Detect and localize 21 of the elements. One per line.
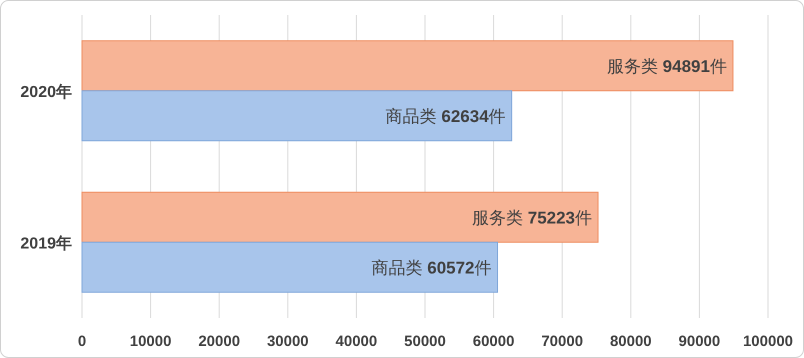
data-label: 服务类 75223件 <box>472 208 592 228</box>
bar <box>82 192 599 243</box>
data-label: 商品类 62634件 <box>386 106 506 126</box>
x-tick-label: 100000 <box>742 333 794 350</box>
bar <box>82 40 734 92</box>
x-tick-label: 50000 <box>404 333 446 350</box>
x-tick-label: 30000 <box>266 333 309 350</box>
x-tick-label: 70000 <box>541 333 584 350</box>
y-tick-label: 2020年 <box>20 82 72 101</box>
bar <box>82 90 512 142</box>
x-tick-label: 0 <box>78 333 86 350</box>
y-tick-label: 2019年 <box>20 234 72 252</box>
data-label: 商品类 60572件 <box>372 258 492 278</box>
x-tick-label: 20000 <box>198 333 240 350</box>
x-tick-label: 10000 <box>130 333 172 350</box>
x-tick-label: 40000 <box>336 333 378 350</box>
x-tick-label: 60000 <box>472 333 514 350</box>
data-label: 服务类 94891件 <box>606 56 727 76</box>
bar <box>82 242 498 293</box>
x-tick-label: 90000 <box>678 333 720 350</box>
x-tick-label: 80000 <box>610 333 652 350</box>
